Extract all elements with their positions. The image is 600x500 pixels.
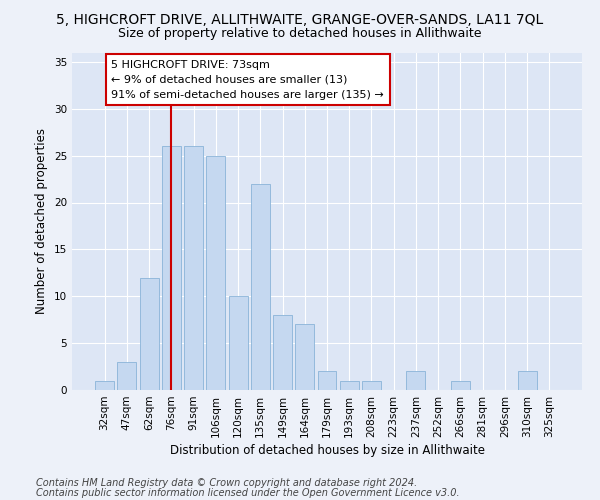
Text: 5 HIGHCROFT DRIVE: 73sqm
← 9% of detached houses are smaller (13)
91% of semi-de: 5 HIGHCROFT DRIVE: 73sqm ← 9% of detache… — [112, 60, 384, 100]
Bar — [340, 380, 359, 390]
Bar — [273, 315, 292, 390]
Bar — [229, 296, 248, 390]
Bar — [162, 146, 181, 390]
Bar — [451, 380, 470, 390]
Bar — [518, 371, 536, 390]
Bar — [295, 324, 314, 390]
X-axis label: Distribution of detached houses by size in Allithwaite: Distribution of detached houses by size … — [170, 444, 485, 457]
Text: Size of property relative to detached houses in Allithwaite: Size of property relative to detached ho… — [118, 28, 482, 40]
Bar — [140, 278, 158, 390]
Bar — [95, 380, 114, 390]
Bar — [206, 156, 225, 390]
Text: Contains public sector information licensed under the Open Government Licence v3: Contains public sector information licen… — [36, 488, 460, 498]
Text: 5, HIGHCROFT DRIVE, ALLITHWAITE, GRANGE-OVER-SANDS, LA11 7QL: 5, HIGHCROFT DRIVE, ALLITHWAITE, GRANGE-… — [56, 12, 544, 26]
Bar — [251, 184, 270, 390]
Bar — [362, 380, 381, 390]
Bar — [406, 371, 425, 390]
Bar — [184, 146, 203, 390]
Bar — [317, 371, 337, 390]
Text: Contains HM Land Registry data © Crown copyright and database right 2024.: Contains HM Land Registry data © Crown c… — [36, 478, 417, 488]
Y-axis label: Number of detached properties: Number of detached properties — [35, 128, 49, 314]
Bar — [118, 362, 136, 390]
